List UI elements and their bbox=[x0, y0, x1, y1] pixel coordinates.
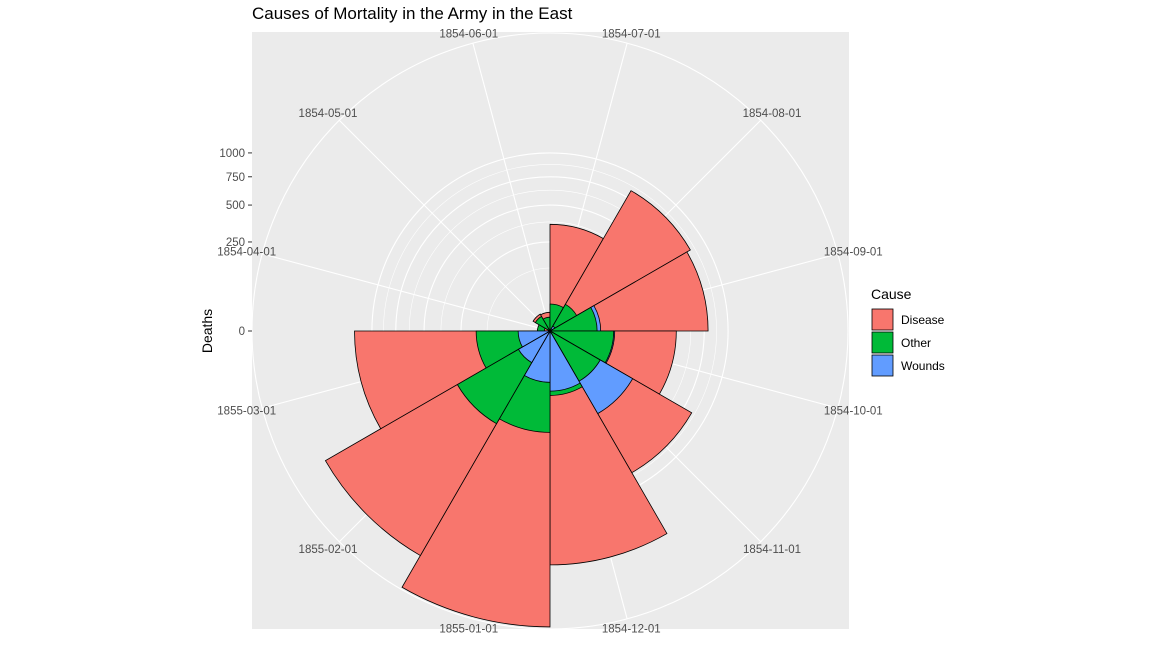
legend-label-wounds: Wounds bbox=[901, 359, 945, 373]
wedge-wounds-11 bbox=[517, 330, 552, 348]
legend-label-disease: Disease bbox=[901, 313, 945, 327]
angle-label-2: 1854-08-01 bbox=[743, 108, 802, 120]
angle-label-6: 1854-12-01 bbox=[602, 624, 661, 636]
legend-key-wounds bbox=[871, 354, 894, 377]
y-tick-label-0: 0 bbox=[239, 326, 245, 338]
legend-key-disease bbox=[871, 308, 894, 331]
angle-label-1: 1854-07-01 bbox=[602, 28, 661, 40]
y-axis-title: Deaths bbox=[199, 309, 215, 353]
angle-label-8: 1855-02-01 bbox=[299, 544, 358, 556]
legend-layer: Cause Disease Other Wounds bbox=[871, 286, 945, 377]
legend-key-other bbox=[871, 331, 894, 354]
grid-spoke-0 bbox=[262, 253, 551, 332]
grid-spoke-2 bbox=[472, 43, 551, 332]
legend-label-other: Other bbox=[901, 336, 931, 350]
chart-title: Causes of Mortality in the Army in the E… bbox=[252, 4, 573, 23]
legend-title: Cause bbox=[871, 286, 912, 302]
angle-label-11: 1854-05-01 bbox=[299, 108, 358, 120]
angle-label-5: 1854-11-01 bbox=[743, 544, 801, 556]
axis-layer: 1854-06-01 1854-07-01 1854-08-01 1854-09-01… bbox=[217, 28, 882, 635]
angle-label-4: 1854-10-01 bbox=[824, 406, 883, 418]
angle-label-3: 1854-09-01 bbox=[824, 246, 883, 258]
angle-label-10: 1854-04-01 bbox=[217, 246, 276, 258]
y-tick-label-4: 1000 bbox=[219, 148, 245, 160]
y-tick-label-1: 250 bbox=[226, 237, 245, 249]
wedge-disease-4 bbox=[548, 190, 691, 333]
wedge-disease-8 bbox=[549, 329, 668, 566]
grid-spoke-1 bbox=[338, 119, 551, 332]
angle-label-9: 1855-03-01 bbox=[217, 406, 276, 418]
bar-layer bbox=[324, 190, 709, 628]
y-tick-label-2: 500 bbox=[226, 200, 245, 212]
y-tick-label-3: 750 bbox=[226, 172, 245, 184]
angle-label-0: 1854-06-01 bbox=[439, 28, 498, 40]
angle-label-7: 1855-01-01 bbox=[439, 624, 498, 636]
